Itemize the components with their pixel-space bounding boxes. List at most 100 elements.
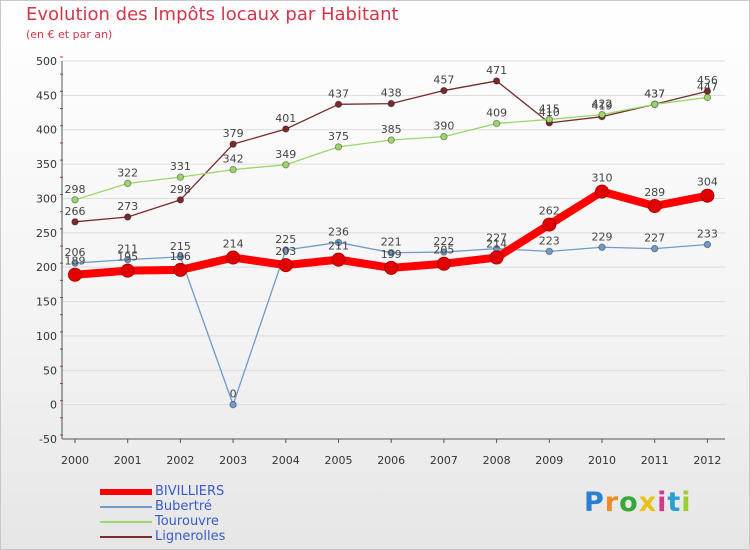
data-label: 342 bbox=[223, 153, 244, 166]
data-label: 203 bbox=[275, 245, 296, 258]
data-label: 298 bbox=[65, 183, 86, 196]
data-point bbox=[282, 161, 290, 169]
data-label: 266 bbox=[65, 205, 86, 218]
data-point bbox=[492, 119, 501, 128]
data-point bbox=[598, 243, 606, 251]
y-axis: -50 0 50 100 150 200 250 300 350 400 450 500 bbox=[36, 55, 63, 446]
data-point bbox=[440, 248, 448, 256]
data-point bbox=[492, 77, 501, 85]
data-point bbox=[71, 218, 79, 226]
data-point bbox=[595, 184, 609, 199]
data-label: 236 bbox=[328, 225, 349, 238]
data-label: 205 bbox=[433, 244, 454, 257]
data-point bbox=[282, 125, 290, 133]
data-label: 215 bbox=[170, 240, 191, 253]
data-label: 223 bbox=[539, 234, 560, 247]
data-label: 410 bbox=[539, 106, 560, 119]
chart-subtitle: (en € et par an) bbox=[26, 28, 113, 41]
data-label: 304 bbox=[697, 176, 718, 189]
data-point bbox=[334, 100, 343, 108]
data-point bbox=[387, 249, 395, 257]
legend-swatch bbox=[100, 536, 152, 538]
data-point bbox=[387, 99, 395, 108]
data-point bbox=[176, 196, 185, 204]
y-tick-label: 450 bbox=[36, 89, 57, 102]
data-label: 0 bbox=[230, 388, 237, 401]
x-tick-label: 2007 bbox=[430, 454, 458, 467]
data-label: 349 bbox=[275, 148, 296, 161]
logo-letter: i bbox=[681, 487, 692, 518]
data-point bbox=[226, 250, 241, 265]
legend-label: Bubertré bbox=[155, 499, 212, 514]
y-tick-label: 300 bbox=[36, 192, 57, 205]
data-label: 214 bbox=[223, 238, 244, 251]
legend-swatch bbox=[100, 521, 152, 523]
data-point bbox=[120, 263, 135, 278]
data-label: 379 bbox=[223, 127, 244, 140]
chart-title: Evolution des Impôts locaux par Habitant bbox=[26, 4, 399, 25]
data-point bbox=[334, 238, 343, 247]
data-label: 310 bbox=[592, 172, 613, 185]
data-point bbox=[176, 253, 185, 261]
x-tick-label: 2002 bbox=[166, 454, 194, 467]
data-point bbox=[440, 86, 448, 95]
legend-label: BIVILLIERS bbox=[155, 484, 225, 499]
data-label: 195 bbox=[117, 251, 138, 264]
data-label: 189 bbox=[65, 255, 86, 268]
data-point bbox=[440, 132, 448, 141]
data-point bbox=[703, 240, 712, 249]
x-axis: 2000 2001 2002 2003 2004 2005 2006 2007 2008 2009… bbox=[61, 438, 725, 467]
data-label: 211 bbox=[328, 240, 349, 253]
data-point bbox=[436, 256, 451, 271]
data-label: 409 bbox=[486, 107, 507, 120]
x-tick-label: 2011 bbox=[641, 454, 669, 467]
data-label: 211 bbox=[117, 243, 138, 256]
data-point bbox=[176, 173, 185, 181]
x-tick-label: 2004 bbox=[272, 454, 300, 467]
data-point bbox=[68, 267, 82, 282]
data-label: 229 bbox=[592, 230, 613, 243]
proxiti-logo: Proxiti bbox=[584, 487, 692, 518]
data-label: 437 bbox=[328, 87, 349, 100]
data-point bbox=[387, 136, 395, 144]
data-label: 437 bbox=[644, 87, 665, 100]
logo-letter: t bbox=[667, 487, 682, 518]
logo-letter: i bbox=[657, 487, 668, 518]
data-label: 331 bbox=[170, 160, 191, 173]
data-point bbox=[334, 143, 343, 151]
data-label: 196 bbox=[170, 250, 191, 263]
data-label: 390 bbox=[433, 120, 454, 133]
data-point bbox=[71, 196, 79, 204]
y-tick-label: 100 bbox=[36, 330, 57, 343]
x-tick-label: 2010 bbox=[588, 454, 616, 467]
data-point bbox=[229, 400, 237, 409]
data-label: 233 bbox=[697, 228, 718, 241]
y-tick-label: 200 bbox=[36, 261, 57, 274]
logo-letter: r bbox=[604, 487, 620, 518]
data-point bbox=[598, 110, 606, 119]
data-labels: 189 195 196 214 203 211 199 205 214 262 310 289 304 2… bbox=[65, 64, 718, 401]
data-label: 437 bbox=[644, 87, 665, 100]
data-point bbox=[278, 258, 293, 273]
data-point bbox=[703, 93, 712, 102]
y-tick-label: 350 bbox=[36, 158, 57, 171]
data-label: 447 bbox=[697, 80, 718, 93]
legend-label: Lignerolles bbox=[155, 529, 226, 544]
y-tick-label: -50 bbox=[39, 433, 57, 446]
x-tick-label: 2006 bbox=[377, 454, 405, 467]
data-label: 206 bbox=[65, 246, 86, 259]
data-label: 385 bbox=[381, 123, 402, 136]
data-point bbox=[229, 165, 237, 174]
data-label: 322 bbox=[117, 166, 138, 179]
data-point bbox=[124, 213, 132, 221]
data-label: 438 bbox=[381, 87, 402, 100]
data-point bbox=[542, 217, 557, 232]
y-tick-label: 0 bbox=[50, 399, 57, 412]
data-point bbox=[647, 199, 662, 214]
data-label: 289 bbox=[644, 186, 665, 199]
x-tick-label: 2001 bbox=[114, 454, 142, 467]
data-label: 227 bbox=[486, 232, 507, 245]
data-point bbox=[173, 262, 188, 277]
data-point bbox=[545, 115, 553, 124]
